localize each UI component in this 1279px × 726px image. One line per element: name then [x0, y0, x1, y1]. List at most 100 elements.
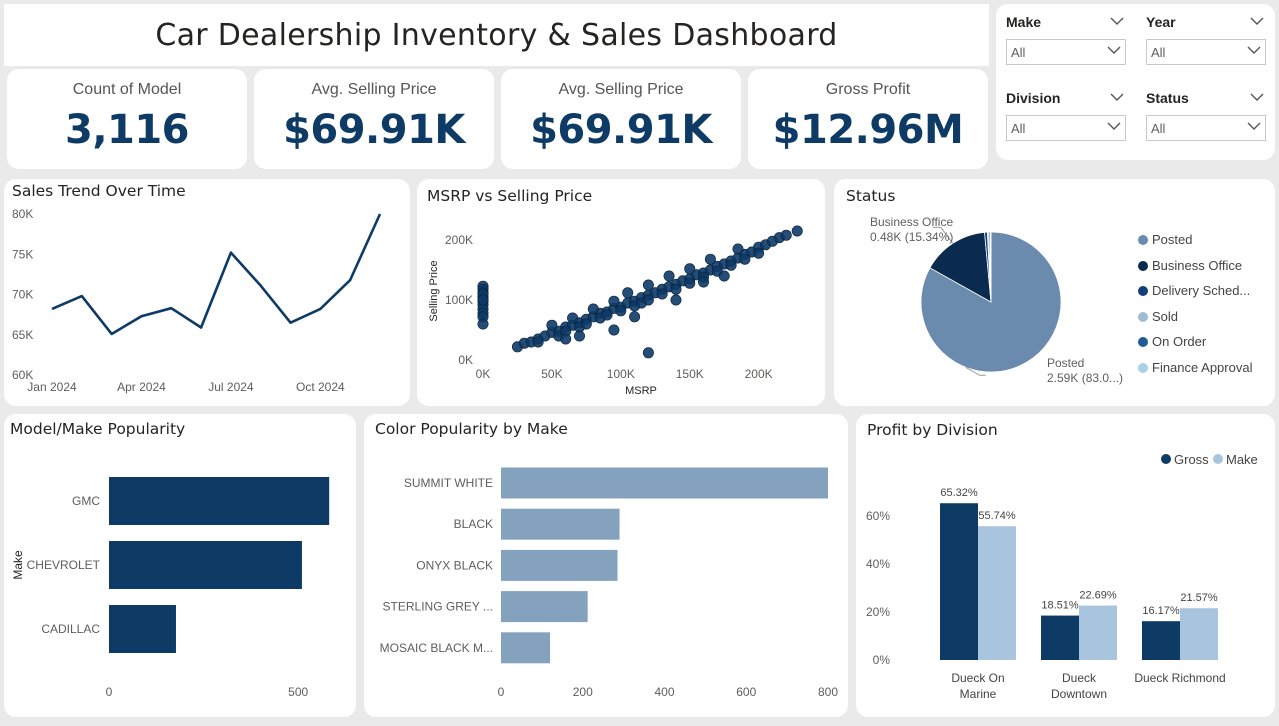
legend-label: Make — [1226, 452, 1258, 467]
scatter-point — [670, 294, 682, 306]
legend-item[interactable]: Posted — [1138, 232, 1192, 247]
category-label: ONYX BLACK — [416, 558, 493, 572]
scatter-point — [642, 294, 654, 306]
slicer-dropdown[interactable]: All — [1146, 39, 1266, 65]
slicer-header[interactable]: Status — [1146, 90, 1266, 110]
chart-title: Color Popularity by Make — [375, 420, 568, 438]
msrp-scatter-card[interactable]: MSRP vs Selling Price 200K 100K 0K 0K 50K 100… — [417, 179, 825, 406]
scatter-point — [739, 253, 751, 265]
color-popularity-card[interactable]: Color Popularity by Make SUMMIT WHITE BLA… — [364, 414, 848, 717]
scatter-point — [656, 288, 668, 300]
legend-item[interactable]: Finance Approval — [1138, 360, 1252, 375]
scatter-point — [684, 277, 696, 289]
legend-swatch — [1213, 454, 1223, 464]
x-tick-label: 200 — [573, 685, 593, 699]
legend-item[interactable]: Delivery Sched... — [1138, 283, 1250, 298]
kpi-label: Count of Model — [72, 81, 182, 98]
color-popularity-chart: SUMMIT WHITE BLACK ONYX BLACK STERLING GREY… — [380, 467, 838, 699]
slicer-header[interactable]: Make — [1006, 14, 1126, 34]
category-label: STERLING GREY ... — [383, 600, 493, 614]
slicer-label: Division — [1006, 90, 1061, 106]
category-label: GMC — [72, 494, 100, 508]
kpi-value: 3,116 — [64, 107, 190, 153]
chevron-down-icon — [1247, 122, 1261, 130]
slicer-year: Year All — [1146, 14, 1266, 65]
category-label: SUMMIT WHITE — [404, 476, 493, 490]
scatter-point — [532, 336, 544, 348]
chart-title: Sales Trend Over Time — [12, 182, 186, 200]
sales-trend-card[interactable]: Sales Trend Over Time 80K 75K 70K 65K 60K Jan… — [4, 179, 410, 406]
chevron-down-icon — [1107, 46, 1121, 54]
legend-item[interactable]: On Order — [1138, 334, 1206, 349]
y-tick-label: 40% — [866, 557, 890, 571]
x-tick-label: 800 — [818, 685, 838, 699]
category-label: Dueck Richmond — [1134, 671, 1225, 685]
x-tick-label: Jul 2024 — [208, 380, 254, 394]
legend-swatch — [1138, 337, 1148, 347]
chart-title: Status — [846, 187, 896, 205]
legend-item[interactable]: Sold — [1138, 309, 1178, 324]
chevron-down-icon — [1110, 93, 1124, 101]
y-tick-label: 75K — [12, 247, 33, 261]
status-card[interactable]: Status Business Office 0.48K (15.34%) Post… — [834, 179, 1275, 406]
profit-division-chart: 60% 40% 20% 0% 65.32%55.74% Dueck On Marine 18.… — [866, 452, 1258, 701]
legend-swatch — [1161, 454, 1171, 464]
slicer-header[interactable]: Year — [1146, 14, 1266, 34]
slicer-value: All — [1011, 121, 1026, 136]
slicer-panel: Make All Year All Division All Status — [996, 4, 1275, 160]
category-label: CADILLAC — [41, 622, 100, 636]
bar — [501, 632, 551, 664]
kpi-count-of-model: Count of Model 3,116 — [7, 69, 247, 169]
slicer-dropdown[interactable]: All — [1006, 39, 1126, 65]
category-label: BLACK — [454, 517, 493, 531]
scatter-point — [567, 312, 579, 324]
y-tick-label: 65K — [12, 328, 33, 342]
legend-label: Finance Approval — [1152, 359, 1253, 375]
slicer-dropdown[interactable]: All — [1006, 115, 1126, 141]
slicer-label: Status — [1146, 90, 1189, 106]
legend-swatch — [1138, 235, 1148, 245]
kpi-value: $69.91K — [283, 107, 465, 153]
category-label: Dueck On — [951, 671, 1004, 685]
legend-label: On Order — [1152, 334, 1207, 349]
data-label: 22.69% — [1079, 590, 1117, 602]
kpi-avg-selling-price: Avg. Selling Price $69.91K — [254, 69, 494, 169]
data-label: 65.32% — [940, 487, 978, 499]
scatter-point — [608, 295, 620, 307]
scatter-point — [629, 311, 641, 323]
bar — [501, 467, 828, 499]
chevron-down-icon — [1247, 46, 1261, 54]
y-tick-label: 60% — [866, 509, 890, 523]
x-axis-label: MSRP — [625, 385, 657, 397]
y-tick-label: 0K — [458, 353, 473, 367]
model-make-card[interactable]: Model/Make Popularity GMC CHEVROLET CADILL… — [4, 414, 356, 717]
legend-swatch — [1138, 286, 1148, 296]
page-title: Car Dealership Inventory & Sales Dashboa… — [155, 18, 838, 53]
slicer-header[interactable]: Division — [1006, 90, 1126, 110]
scatter-point — [670, 283, 682, 295]
x-tick-label: 400 — [654, 685, 674, 699]
slicer-dropdown[interactable]: All — [1146, 115, 1266, 141]
bar — [501, 591, 588, 623]
y-tick-label: 20% — [866, 605, 890, 619]
bar — [940, 503, 978, 660]
legend-label: Posted — [1152, 232, 1193, 247]
kpi-gross-profit: Gross Profit $12.96M — [748, 69, 988, 169]
slicer-make: Make All — [1006, 14, 1126, 65]
category-label: Downtown — [1051, 687, 1107, 701]
chevron-down-icon — [1250, 93, 1264, 101]
y-axis-label: Selling Price — [428, 260, 440, 321]
legend-item[interactable]: Business Office — [1138, 258, 1242, 273]
pie-slice — [989, 231, 992, 303]
profit-division-card[interactable]: Profit by Division 60% 40% 20% 0% 65.32% 55.7… — [856, 414, 1275, 717]
scatter-point — [608, 324, 620, 336]
callout-value: 2.59K (83.0...) — [1047, 371, 1123, 385]
slicer-value: All — [1151, 121, 1166, 136]
bar — [1079, 605, 1117, 660]
scatter-point — [663, 270, 675, 282]
y-axis-label: Make — [11, 550, 25, 580]
slicer-label: Year — [1146, 14, 1176, 30]
scatter-point — [725, 259, 737, 271]
